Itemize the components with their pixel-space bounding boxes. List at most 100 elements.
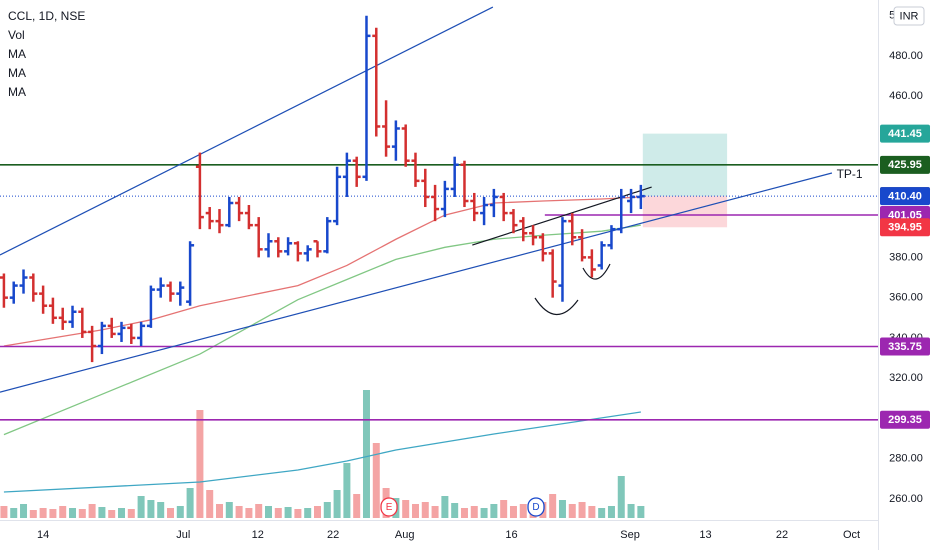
volume-bar: [313, 506, 321, 518]
volume-bar: [118, 508, 126, 518]
volume-bar: [343, 463, 351, 518]
y-tick-label: 480.00: [889, 50, 923, 62]
volume-bar: [460, 508, 468, 518]
plot-area: [0, 6, 878, 518]
volume-bar: [69, 508, 77, 518]
currency-button[interactable]: [893, 6, 925, 26]
volume-bar: [157, 502, 165, 518]
price-badge: [880, 187, 930, 206]
price-badge: [880, 410, 930, 429]
volume-bar: [29, 510, 37, 518]
price-badge: [880, 218, 930, 237]
hand-drawn-curve: [582, 263, 611, 280]
volume-bar: [519, 504, 527, 518]
volume-bar: [49, 509, 57, 518]
volume-bar: [78, 509, 86, 518]
x-tick-label: 16: [505, 529, 517, 541]
price-badge-label: 299.35: [888, 414, 922, 426]
axes: 14 Jul 12 22 Aug 16 Sep 13 22 Oct 260.00 280.00 320.…: [37, 10, 923, 541]
legend-entry: Vol: [8, 28, 25, 42]
volume-bar: [402, 500, 410, 518]
price-badge: [880, 155, 930, 174]
volume-bar: [509, 506, 517, 518]
trendline: [0, 6, 494, 256]
volume-bar: [108, 510, 116, 518]
event-label: D: [532, 502, 539, 513]
x-tick-label: Oct: [843, 529, 860, 541]
volume-bar: [10, 508, 18, 518]
volume-bar: [294, 509, 302, 518]
currency-label[interactable]: INR: [900, 10, 919, 22]
volume-bar: [480, 508, 488, 518]
y-tick-label: 380.00: [889, 251, 923, 263]
volume-bar: [137, 496, 145, 518]
volume-bar: [216, 504, 223, 518]
price-badge: [880, 124, 930, 143]
volume-bar: [558, 500, 566, 518]
volume-bar: [637, 506, 645, 518]
volume-bar: [255, 504, 263, 518]
volume-bar: [568, 504, 576, 518]
trendline: [0, 172, 833, 393]
x-tick-label: 22: [327, 529, 339, 541]
volume-bar: [186, 488, 194, 518]
volume-bar: [411, 504, 419, 518]
volume-bar: [490, 504, 498, 518]
y-tick-label: 320.00: [889, 372, 923, 384]
volume-bar: [598, 508, 606, 518]
price-badge: [880, 337, 930, 356]
volume-bar: [147, 500, 155, 518]
volume-bar: [323, 502, 331, 518]
x-tick-label: Aug: [395, 529, 415, 541]
volume-bar: [607, 506, 615, 518]
event-badge: [380, 497, 398, 517]
volume-bar: [274, 508, 282, 518]
volume-bar: [196, 410, 204, 518]
volume-bar: [333, 490, 341, 518]
x-tick-label: Jul: [176, 529, 190, 541]
volume-bar: [284, 507, 292, 518]
volume-bar: [588, 506, 596, 518]
price-badge-label: 441.45: [888, 128, 922, 140]
annotation: TP-1: [837, 167, 863, 181]
volume-bar: [500, 500, 508, 518]
chart-title: CCL, 1D, NSE: [8, 9, 85, 23]
volume-bar: [353, 494, 361, 518]
volume-ma-line: [3, 411, 641, 493]
volume-bar: [206, 490, 214, 518]
volume-bar: [59, 506, 67, 518]
y-tick-label: 460.00: [889, 90, 923, 102]
event-badge: [527, 497, 545, 517]
price-badge-label: 410.40: [888, 191, 922, 203]
volume-bar: [0, 506, 8, 518]
moving-average: [3, 196, 641, 347]
volume-bar: [372, 443, 380, 518]
volume-bar: [225, 502, 233, 518]
volume-bar: [362, 390, 370, 518]
volume-bar: [245, 508, 253, 518]
legend-entry: MA: [8, 47, 26, 61]
volume-bar: [627, 504, 635, 518]
volume-bar: [451, 503, 459, 518]
volume-bar: [235, 506, 243, 518]
x-tick-label: 22: [776, 529, 788, 541]
volume-bar: [39, 508, 47, 518]
volume-bar: [88, 504, 96, 518]
volume-bar: [421, 502, 429, 518]
y-tick-label: 260.00: [889, 493, 923, 505]
volume-bar: [264, 506, 272, 518]
x-tick-label: Sep: [620, 529, 640, 541]
event-label: E: [386, 502, 393, 513]
price-badge-label: 425.95: [888, 159, 922, 171]
legend-entry: MA: [8, 85, 26, 99]
volume-bar: [441, 496, 449, 518]
x-tick-label: 14: [37, 529, 49, 541]
legend-entry: MA: [8, 66, 26, 80]
price-badge-label: 335.75: [888, 341, 922, 353]
y-tick-label: 360.00: [889, 292, 923, 304]
volume-bar: [578, 502, 586, 518]
volume-bar: [176, 506, 184, 518]
